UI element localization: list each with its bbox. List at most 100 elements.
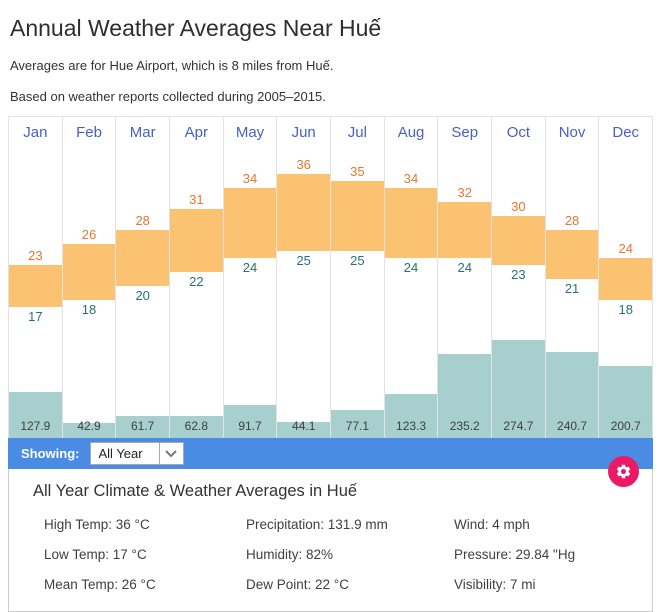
low-temp-value: 23	[511, 267, 526, 282]
precipitation-bar	[9, 392, 62, 438]
precipitation-value: 235.2	[449, 419, 480, 433]
month-column-nov: Nov 28 21 240.7	[545, 117, 600, 438]
high-temp-value: 35	[350, 164, 365, 179]
low-temp-value: 24	[242, 260, 258, 275]
precipitation-value: 42.9	[77, 419, 101, 433]
month-label: Jun	[291, 124, 316, 141]
high-temp-value: 26	[81, 227, 97, 242]
precipitation-value: 274.7	[503, 419, 534, 433]
precipitation-value: 44.1	[292, 419, 316, 433]
month-label: Feb	[76, 124, 102, 141]
precipitation-bar	[116, 416, 170, 438]
precipitation-value: 240.7	[557, 419, 588, 433]
month-column-aug: Aug 34 24 123.3	[384, 117, 439, 438]
month-label: Sep	[451, 124, 479, 141]
details-panel: All Year Climate & Weather Averages in H…	[8, 469, 653, 612]
detail-precipitation: Precipitation: 131.9 mm	[246, 517, 388, 532]
page-title: Annual Weather Averages Near Huế	[10, 15, 382, 41]
high-temp-value: 28	[564, 213, 580, 228]
month-label: May	[235, 124, 265, 141]
high-temp-value: 32	[457, 185, 472, 200]
settings-button[interactable]	[608, 456, 639, 487]
period-select[interactable]: All Year	[89, 442, 184, 465]
climate-chart: Jan 23 17 127.9 Feb 26 18 42.9 Mar 28 20 61.7 Apr 31 2…	[8, 116, 653, 438]
month-label: Dec	[612, 124, 640, 141]
detail-mean-temp: Mean Temp: 26 °C	[44, 577, 156, 592]
precipitation-value: 127.9	[20, 419, 51, 433]
low-temp-value: 18	[618, 302, 633, 317]
detail-wind: Wind: 4 mph	[454, 517, 530, 532]
high-temp-value: 30	[511, 199, 526, 214]
low-temp-value: 18	[81, 302, 97, 317]
high-temp-value: 34	[403, 171, 419, 186]
detail-pressure: Pressure: 29.84 "Hg	[454, 547, 576, 562]
month-label: Apr	[184, 124, 209, 141]
precipitation-value: 62.8	[184, 419, 209, 433]
month-label: Mar	[129, 124, 156, 141]
precipitation-value: 61.7	[131, 419, 155, 433]
precipitation-bar	[384, 394, 438, 438]
weather-widget: Jan 23 17 127.9 Feb 26 18 42.9 Mar 28 20 61.7 Apr 31 2…	[8, 116, 653, 612]
detail-low-temp: Low Temp: 17 °C	[44, 547, 147, 562]
temp-range-bar	[331, 181, 384, 251]
detail-humidity: Humidity: 82%	[246, 547, 334, 562]
month-label: Jan	[23, 124, 48, 141]
month-column-jun: Jun 36 25 44.1	[277, 117, 332, 438]
low-temp-value: 24	[403, 260, 419, 275]
chevron-down-icon	[158, 443, 183, 464]
high-temp-value: 23	[28, 248, 43, 263]
low-temp-value: 22	[189, 274, 204, 289]
precipitation-value: 77.1	[345, 419, 370, 433]
precipitation-bar	[545, 352, 599, 438]
low-temp-value: 25	[296, 253, 311, 268]
low-temp-value: 24	[457, 260, 472, 275]
temp-range-bar	[277, 174, 331, 251]
temp-range-bar	[223, 188, 277, 258]
precipitation-bar	[492, 340, 545, 438]
precipitation-bar	[277, 422, 331, 438]
period-select-value: All Year	[98, 446, 143, 461]
temp-range-bar	[545, 230, 599, 279]
month-label: Aug	[397, 124, 425, 141]
low-temp-value: 25	[350, 253, 365, 268]
precipitation-bar	[331, 410, 384, 438]
page: Annual Weather Averages Near Huế Average…	[0, 15, 655, 612]
month-column-may: May 34 24 91.7	[223, 117, 278, 438]
temp-range-bar	[438, 202, 492, 258]
month-column-mar: Mar 28 20 61.7	[116, 117, 171, 438]
precipitation-value: 200.7	[610, 419, 641, 433]
precipitation-value: 91.7	[238, 419, 262, 433]
month-column-dec: Dec 24 18 200.7	[599, 117, 653, 438]
temp-range-bar	[62, 244, 116, 300]
precipitation-value: 123.3	[396, 419, 427, 433]
month-label: Jul	[347, 124, 367, 141]
showing-label: Showing:	[21, 446, 80, 461]
high-temp-value: 28	[135, 213, 150, 228]
precipitation-bar	[62, 423, 116, 438]
gear-icon	[615, 463, 632, 480]
temp-range-bar	[116, 230, 170, 286]
temp-range-bar	[170, 209, 223, 272]
temp-range-bar	[599, 258, 653, 300]
month-column-jan: Jan 23 17 127.9	[9, 117, 63, 438]
collection-note: Based on weather reports collected durin…	[10, 89, 326, 104]
detail-visibility: Visibility: 7 mi	[454, 577, 536, 592]
low-temp-value: 21	[564, 281, 580, 296]
month-column-apr: Apr 31 22 62.8	[170, 117, 224, 438]
month-label: Oct	[506, 124, 531, 141]
high-temp-value: 24	[618, 241, 633, 256]
high-temp-value: 31	[189, 192, 204, 207]
showing-bar: Showing: All Year	[8, 438, 653, 469]
precipitation-bar	[599, 366, 653, 438]
low-temp-value: 20	[135, 288, 150, 303]
precipitation-bar	[170, 416, 223, 438]
details-grid: High Temp: 36 °C Precipitation: 131.9 mm…	[33, 510, 652, 600]
month-label: Nov	[558, 124, 586, 141]
precipitation-bar	[438, 354, 492, 438]
details-heading: All Year Climate & Weather Averages in H…	[33, 482, 358, 500]
low-temp-value: 17	[28, 309, 43, 324]
month-column-feb: Feb 26 18 42.9	[62, 117, 117, 438]
detail-high-temp: High Temp: 36 °C	[44, 517, 150, 532]
high-temp-value: 34	[242, 171, 258, 186]
detail-dew-point: Dew Point: 22 °C	[246, 577, 349, 592]
